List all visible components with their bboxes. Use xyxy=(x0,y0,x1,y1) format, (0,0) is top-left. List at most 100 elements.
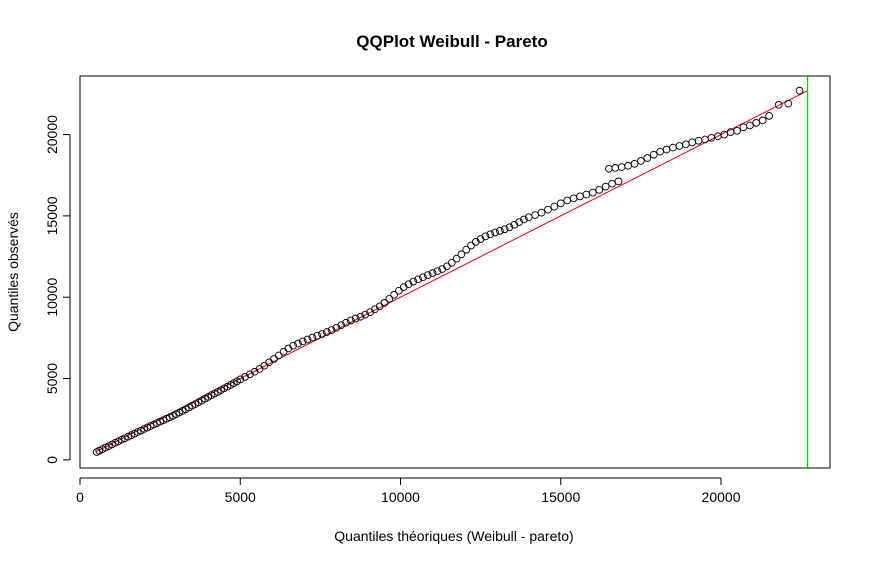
data-point xyxy=(795,86,804,95)
data-point xyxy=(361,310,370,319)
data-point xyxy=(765,112,773,120)
data-point xyxy=(419,273,427,282)
data-point xyxy=(380,299,389,307)
data-point xyxy=(241,373,249,381)
data-point xyxy=(289,341,297,350)
data-point xyxy=(739,123,748,132)
data-point xyxy=(390,290,398,299)
data-point xyxy=(520,215,528,224)
data-point xyxy=(423,271,432,279)
data-point xyxy=(342,318,350,327)
data-point xyxy=(294,339,302,348)
data-point xyxy=(515,218,523,226)
data-point xyxy=(428,269,437,277)
y-axis: 0 5000 10000 15000 20000 xyxy=(44,115,71,464)
data-point xyxy=(611,164,620,172)
data-point xyxy=(313,331,322,340)
data-point xyxy=(601,182,610,191)
data-point xyxy=(491,228,499,237)
data-point xyxy=(688,138,697,147)
data-point xyxy=(505,223,514,232)
data-point xyxy=(608,179,616,188)
data-point xyxy=(404,280,413,289)
data-point xyxy=(758,116,767,125)
x-tick-label: 15000 xyxy=(541,489,580,505)
data-point xyxy=(662,145,671,154)
data-point xyxy=(694,136,703,145)
data-point xyxy=(537,208,546,217)
data-point xyxy=(303,335,312,344)
data-point xyxy=(457,250,466,259)
data-point xyxy=(322,328,331,336)
data-point xyxy=(637,157,645,165)
data-point xyxy=(395,286,403,295)
data-point xyxy=(346,316,355,325)
data-point xyxy=(356,312,365,321)
data-point xyxy=(669,143,677,152)
data-point xyxy=(409,277,418,286)
data-point xyxy=(617,163,626,171)
plot-area xyxy=(79,75,831,469)
data-point xyxy=(481,232,490,241)
y-tick-label: 20000 xyxy=(44,115,60,154)
data-point xyxy=(569,194,578,203)
data-point xyxy=(582,190,591,199)
data-point xyxy=(496,226,504,235)
data-point xyxy=(298,337,307,346)
data-point xyxy=(385,294,394,303)
data-point xyxy=(414,275,422,284)
data-point xyxy=(544,205,552,214)
x-axis: 0 5000 10000 15000 20000 xyxy=(76,477,741,505)
data-point xyxy=(236,375,245,384)
data-point xyxy=(752,118,761,127)
data-point xyxy=(279,347,288,356)
data-point xyxy=(531,211,539,219)
data-point xyxy=(462,245,471,254)
data-point xyxy=(774,100,783,109)
x-tick-label: 5000 xyxy=(225,489,256,505)
data-point xyxy=(500,225,509,234)
data-point xyxy=(556,199,565,208)
data-point xyxy=(630,159,639,168)
data-point xyxy=(733,126,741,135)
y-tick-label: 15000 xyxy=(44,196,60,235)
data-point xyxy=(327,326,336,334)
data-point xyxy=(624,161,632,170)
data-point xyxy=(604,164,613,173)
x-tick-label: 10000 xyxy=(381,489,420,505)
data-point xyxy=(332,323,341,332)
x-tick-label: 20000 xyxy=(702,489,741,505)
data-point xyxy=(649,150,658,159)
chart-title: QQPlot Weibull - Pareto xyxy=(356,32,547,51)
data-point xyxy=(681,140,690,149)
data-point xyxy=(784,99,793,108)
plot-frame xyxy=(79,75,831,469)
data-point xyxy=(595,186,604,194)
data-point xyxy=(720,130,729,139)
data-point xyxy=(351,314,360,323)
y-tick-label: 5000 xyxy=(44,363,60,394)
data-point xyxy=(433,267,442,276)
y-tick-label: 10000 xyxy=(44,278,60,317)
data-point xyxy=(643,154,652,162)
data-point xyxy=(550,202,559,211)
x-tick-label: 0 xyxy=(76,489,84,505)
y-axis-title: Quantiles observés xyxy=(5,212,21,332)
data-point xyxy=(576,192,584,201)
x-axis-title: Quantiles théoriques (Weibull - pareto) xyxy=(334,528,573,544)
y-tick-label: 0 xyxy=(44,456,60,464)
reference-lines xyxy=(95,76,809,468)
data-point xyxy=(656,147,664,156)
data-point xyxy=(318,330,326,338)
data-point xyxy=(588,188,597,197)
data-points xyxy=(92,86,804,456)
data-point xyxy=(486,230,495,239)
data-point xyxy=(246,370,254,379)
data-point xyxy=(614,177,623,186)
data-point xyxy=(476,235,485,243)
data-point xyxy=(675,142,684,150)
data-point xyxy=(447,258,456,267)
data-point xyxy=(563,196,572,205)
data-point xyxy=(274,351,283,360)
